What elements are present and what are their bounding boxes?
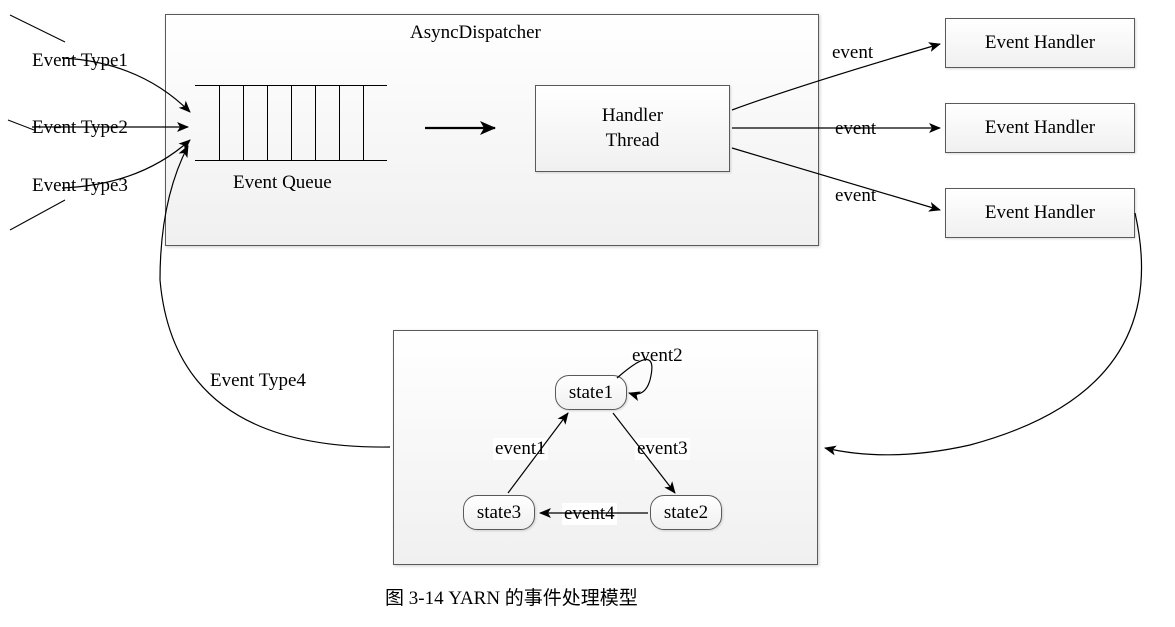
event-type3-label: Event Type3 xyxy=(30,175,130,197)
state2-label: state2 xyxy=(664,502,708,524)
sm-event4-label: event4 xyxy=(562,503,617,525)
event-handler-box-1: Event Handler xyxy=(945,18,1135,68)
state3-node: state3 xyxy=(463,495,535,530)
event-handler-label-2: Event Handler xyxy=(985,116,1095,141)
dispatcher-title: AsyncDispatcher xyxy=(410,22,541,44)
event-handler-box-2: Event Handler xyxy=(945,103,1135,153)
state2-node: state2 xyxy=(650,495,722,530)
state1-label: state1 xyxy=(569,382,613,404)
state3-label: state3 xyxy=(477,502,521,524)
handler-thread-box: Handler Thread xyxy=(535,85,730,172)
event-handler-box-3: Event Handler xyxy=(945,188,1135,238)
state-machine-container xyxy=(393,330,818,565)
event-out-1-label: event xyxy=(830,42,875,64)
queue-label: Event Queue xyxy=(233,172,332,194)
event-handler-label-3: Event Handler xyxy=(985,201,1095,226)
sm-event2-label: event2 xyxy=(630,345,685,367)
event-out-2-label: event xyxy=(833,118,878,140)
sm-event3-label: event3 xyxy=(635,438,690,460)
event-handler-label-1: Event Handler xyxy=(985,31,1095,56)
figure-caption: 图 3-14 YARN 的事件处理模型 xyxy=(385,583,638,610)
event-out-3-label: event xyxy=(833,185,878,207)
event-queue xyxy=(195,85,387,160)
event-type2-label: Event Type2 xyxy=(30,117,130,139)
event-type4-label: Event Type4 xyxy=(208,370,308,392)
state1-node: state1 xyxy=(555,375,627,410)
sm-event1-label: event1 xyxy=(493,438,548,460)
handler-thread-label: Handler Thread xyxy=(602,104,663,153)
event-type1-label: Event Type1 xyxy=(30,50,130,72)
